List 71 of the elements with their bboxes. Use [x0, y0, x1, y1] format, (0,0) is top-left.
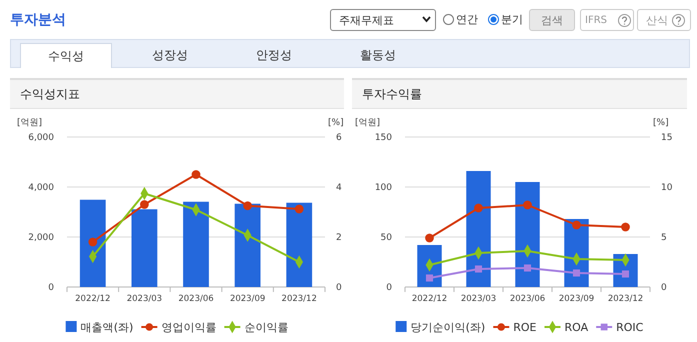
- point: [243, 201, 252, 210]
- legend-label: 매출액(좌): [80, 321, 134, 334]
- bar: [234, 204, 260, 287]
- point: [572, 220, 581, 230]
- bar: [286, 202, 312, 287]
- y2-tick-label: 0: [336, 282, 342, 293]
- y-tick-label: 2,000: [28, 232, 54, 243]
- text: 검색: [541, 14, 563, 27]
- x-tick-label: 2023/06: [510, 294, 546, 304]
- legend-label: ROE: [513, 321, 537, 334]
- y2-axis-title: [%]: [653, 118, 669, 128]
- y-tick-label: 100: [374, 182, 392, 193]
- y-tick-label: 4,000: [28, 182, 54, 193]
- point: [474, 204, 483, 212]
- y2-tick-label: 4: [336, 182, 342, 193]
- point: [523, 200, 532, 210]
- bar: [80, 200, 106, 287]
- x-tick-label: 2023/12: [282, 294, 317, 304]
- chart-title: 투자수익률: [352, 80, 687, 109]
- y2-tick-label: 10: [661, 182, 673, 193]
- y-tick-label: 0: [48, 282, 54, 293]
- y2-tick-label: 15: [661, 132, 672, 143]
- point: [524, 264, 532, 272]
- y2-tick-label: 6: [336, 132, 342, 143]
- text: 활동성: [360, 48, 396, 62]
- y2-tick-label: 0: [661, 282, 667, 293]
- x-tick-label: 2023/03: [460, 294, 496, 304]
- y2-tick-label: 2: [336, 232, 342, 243]
- text: 연간: [456, 13, 478, 26]
- y2-axis-title: [%]: [328, 118, 344, 128]
- text: 수익성: [48, 49, 84, 63]
- legend-label: 당기순이익(좌): [410, 321, 486, 334]
- text: 분기: [501, 13, 523, 26]
- point: [294, 204, 304, 214]
- text: 투자분석: [10, 11, 66, 29]
- x-tick-label: 2022/12: [75, 294, 110, 304]
- legend-label: ROIC: [616, 321, 644, 334]
- point: [572, 269, 580, 277]
- point: [425, 234, 434, 242]
- text: 안정성: [256, 48, 292, 62]
- point: [426, 274, 434, 282]
- x-tick-label: 2023/09: [230, 294, 266, 304]
- y-tick-label: 6,000: [28, 132, 54, 143]
- legend-label: 영업이익률: [161, 321, 216, 334]
- point: [140, 200, 149, 209]
- legend-label: 순이익률: [244, 321, 288, 334]
- x-tick-label: 2022/12: [412, 294, 448, 304]
- y2-tick-label: 5: [661, 232, 667, 243]
- text: IFRS: [585, 15, 607, 26]
- text: 성장성: [152, 48, 188, 62]
- text: 주재무제표: [339, 14, 394, 27]
- legend-label: ROA: [564, 321, 589, 334]
- point: [88, 238, 98, 246]
- point: [192, 170, 200, 179]
- point: [622, 270, 630, 278]
- y-tick-label: 150: [374, 132, 392, 143]
- chart-title: 수익성지표: [10, 80, 344, 109]
- y-tick-label: 0: [386, 282, 392, 293]
- text: 산식: [646, 14, 668, 27]
- x-tick-label: 2023/03: [126, 294, 162, 304]
- bar: [132, 209, 158, 287]
- x-tick-label: 2023/12: [608, 294, 644, 304]
- y-axis-title: [억원]: [17, 118, 42, 128]
- y-axis-title: [억원]: [355, 118, 380, 128]
- bar: [183, 202, 209, 287]
- bar: [466, 171, 491, 287]
- x-tick-label: 2023/09: [558, 294, 594, 304]
- x-tick-label: 2023/06: [178, 294, 214, 304]
- point: [474, 265, 482, 273]
- point: [621, 222, 630, 232]
- y-tick-label: 50: [380, 232, 392, 243]
